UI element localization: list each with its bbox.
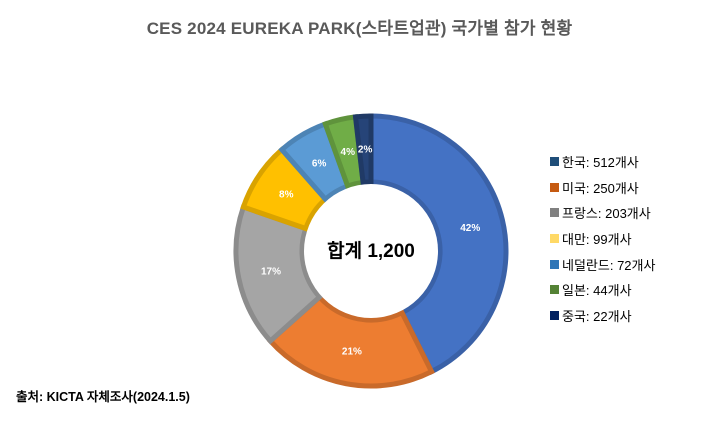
legend-label: 대만: 99개사 bbox=[562, 232, 632, 248]
slice-percent-label: 4% bbox=[341, 147, 356, 158]
legend-swatch-icon bbox=[550, 310, 559, 320]
legend-label: 중국: 22개사 bbox=[562, 308, 632, 324]
slice-percent-label: 17% bbox=[261, 267, 281, 278]
legend-swatch-icon bbox=[550, 182, 559, 192]
slice-percent-label: 2% bbox=[358, 145, 373, 156]
legend-swatch-icon bbox=[550, 285, 559, 295]
donut-slice-0 bbox=[368, 113, 509, 376]
legend-label: 네덜란드: 72개사 bbox=[562, 257, 656, 273]
legend-swatch-icon bbox=[550, 234, 559, 244]
total-label: 합계 1,200 bbox=[327, 241, 415, 262]
legend-item: 프랑스: 203개사 bbox=[550, 200, 655, 226]
legend-swatch-icon bbox=[550, 208, 559, 218]
legend-item: 미국: 250개사 bbox=[550, 175, 655, 201]
donut-slice-6 bbox=[352, 113, 374, 186]
donut-slice-1 bbox=[266, 293, 435, 389]
legend-item: 중국: 22개사 bbox=[550, 303, 655, 329]
legend-item: 대만: 99개사 bbox=[550, 226, 655, 252]
legend-label: 한국: 512개사 bbox=[562, 155, 639, 171]
legend-item: 일본: 44개사 bbox=[550, 277, 655, 303]
legend-swatch-icon bbox=[550, 157, 559, 167]
source-note: 출처: KICTA 자체조사(2024.1.5) bbox=[16, 390, 190, 404]
slice-percent-label: 21% bbox=[342, 347, 362, 358]
legend-swatch-icon bbox=[550, 259, 559, 269]
chart-title: CES 2024 EUREKA PARK(스타트업관) 국가별 참가 현황 bbox=[146, 19, 573, 38]
legend-item: 한국: 512개사 bbox=[550, 149, 655, 175]
donut-hole bbox=[304, 184, 438, 318]
slice-percent-label: 6% bbox=[312, 159, 327, 170]
slice-percent-label: 8% bbox=[279, 190, 294, 201]
legend-item: 네덜란드: 72개사 bbox=[550, 251, 655, 277]
legend-label: 일본: 44개사 bbox=[562, 283, 632, 299]
slice-percent-label: 42% bbox=[460, 223, 480, 234]
legend-label: 미국: 250개사 bbox=[562, 180, 639, 196]
legend-label: 프랑스: 203개사 bbox=[562, 206, 651, 222]
